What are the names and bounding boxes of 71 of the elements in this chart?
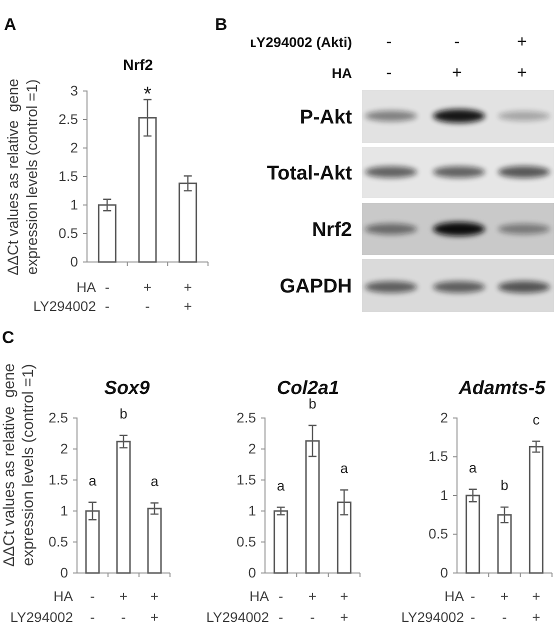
data-label: a [276, 477, 285, 494]
x-tick-label: - - [90, 588, 96, 625]
data-label: b [500, 477, 509, 494]
text: HA [332, 65, 352, 81]
y-tick-label: 3 [70, 82, 78, 98]
text: A [4, 15, 16, 34]
text: LY294002 [206, 609, 270, 625]
data-label: b [120, 405, 128, 422]
data-label: c [532, 411, 540, 428]
category-label: P-Akt [300, 106, 352, 128]
bar [274, 510, 288, 574]
y-tick-label: 1 [440, 486, 448, 503]
y-tick-label: 0.5 [428, 526, 448, 542]
category-label: - - [386, 32, 392, 82]
data-label: * [144, 84, 152, 106]
text: LY294002 [401, 609, 464, 625]
chart-title: Sox9 [104, 378, 150, 399]
category-label: - + [452, 32, 462, 82]
y-axis-title: ΔΔCt values as relative gene expression levels (control =1) [1, 363, 37, 567]
text: C [2, 328, 14, 347]
text: ʟY294002 (Akti) [250, 34, 352, 50]
y-tick-label: 0.5 [48, 533, 68, 550]
text: HA [54, 588, 74, 604]
data-label: a [340, 460, 348, 476]
x-tick-label: + - [500, 588, 509, 625]
data-label: a [468, 459, 477, 476]
x-tick-label: - - [278, 588, 284, 625]
y-tick-label: 0 [60, 564, 68, 580]
y-tick-label: 2 [60, 440, 68, 456]
y-tick-label: 2.5 [58, 110, 78, 127]
text: HA [76, 279, 97, 295]
y-tick-label: 2 [248, 440, 256, 456]
y-tick-label: 2 [440, 409, 448, 426]
y-tick-label: 1.5 [236, 471, 256, 488]
category-label: + + [517, 32, 528, 82]
y-tick-label: 2.5 [236, 409, 256, 426]
y-tick-label: 1 [70, 196, 78, 212]
chart-title: Adamts-5 [458, 378, 546, 399]
y-tick-label: 1 [248, 502, 256, 518]
text: HA [444, 588, 465, 604]
x-tick-label: - - [470, 588, 476, 625]
x-tick-label: + + [150, 588, 159, 625]
category-label: Nrf2 [312, 219, 352, 241]
x-tick-label: + - [143, 279, 152, 314]
y-tick-label: 1 [60, 502, 68, 518]
y-axis-title: ΔΔCt values as relative gene expression levels (control =1) [5, 78, 41, 276]
y-tick-label: 1.5 [48, 471, 68, 488]
y-tick-label: 0 [248, 564, 256, 580]
x-tick-label: + + [184, 279, 192, 314]
y-tick-label: 1.5 [428, 448, 448, 464]
x-tick-label: + + [532, 588, 540, 625]
y-tick-label: 2 [70, 139, 78, 156]
text: B [215, 15, 228, 34]
y-tick-label: 0.5 [236, 533, 256, 550]
category-label: GAPDH [280, 276, 352, 298]
y-tick-label: 0 [440, 564, 448, 580]
x-tick-label: - - [104, 279, 110, 314]
text: LY294002 [10, 609, 74, 625]
data-label: a [88, 472, 97, 488]
category-label: Total-Akt [266, 162, 352, 184]
x-tick-label: + + [340, 588, 348, 625]
x-tick-label: + - [308, 588, 317, 625]
text: HA [250, 588, 270, 604]
text: LY294002 [33, 298, 96, 314]
x-tick-label: + - [119, 588, 128, 625]
chart-title: Nrf2 [122, 57, 154, 74]
y-tick-label: 2.5 [48, 409, 68, 426]
data-label: a [150, 472, 159, 489]
y-tick-label: 0.5 [58, 224, 78, 241]
y-tick-label: 1.5 [58, 168, 78, 184]
y-tick-label: 0 [70, 253, 78, 270]
